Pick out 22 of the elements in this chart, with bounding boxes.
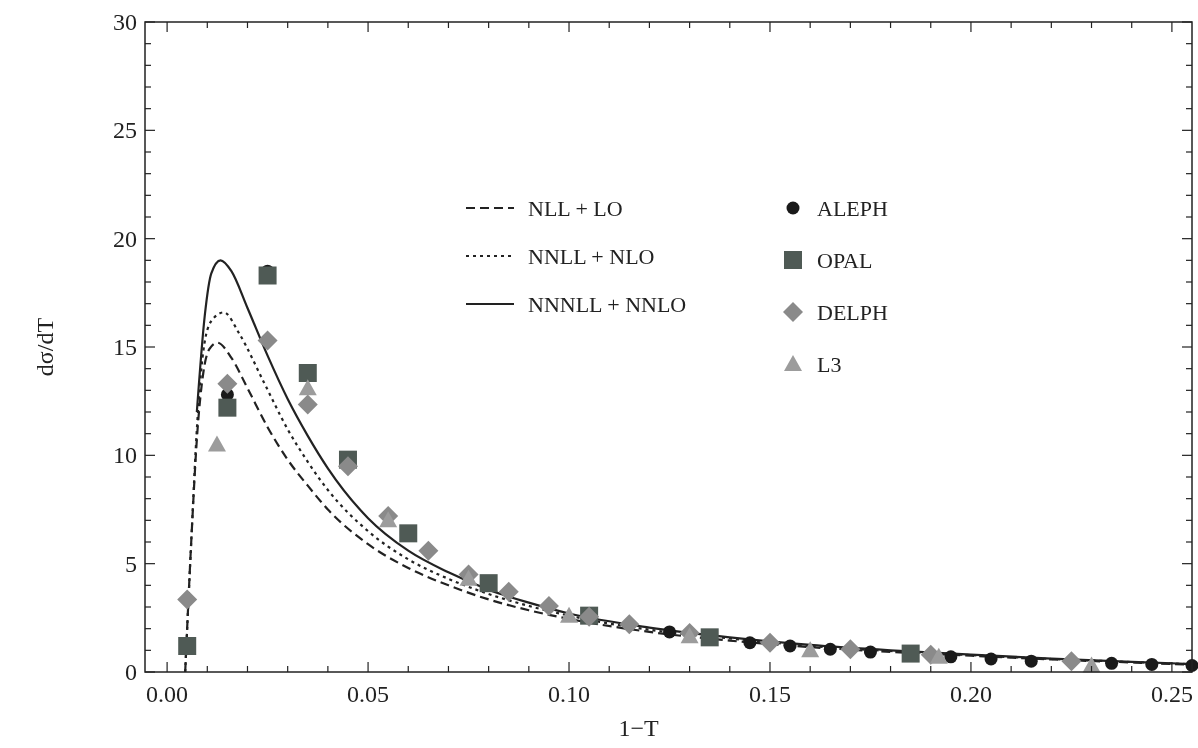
x-tick-label: 0.15 [748,681,791,707]
y-tick-label: 0 [125,659,137,685]
legend-label: NLL + LO [528,196,623,221]
y-tick-label: 15 [113,334,137,360]
y-tick-label: 25 [113,117,137,144]
x-tick-label: 0.20 [949,681,992,707]
x-tick-label: 0.05 [347,681,390,707]
legend-label: NNLL + NLO [528,244,655,269]
y-tick-label: 5 [125,550,137,577]
x-tick-label: 0.25 [1150,681,1193,707]
legend-label: L3 [817,352,842,377]
legend-label: OPAL [817,248,873,273]
y-tick-label: 20 [113,225,137,252]
legend-label: DELPH [817,300,888,325]
x-axis-title: 1−T [618,715,659,741]
x-tick-label: 0.00 [146,681,189,707]
y-tick-label: 10 [113,442,137,469]
legend-label: NNNLL + NNLO [528,292,687,317]
y-axis-title: dσ/dT [32,317,58,377]
x-tick-label: 0.10 [548,681,591,707]
legend-label: ALEPH [817,196,888,221]
y-tick-label: 30 [113,9,137,35]
